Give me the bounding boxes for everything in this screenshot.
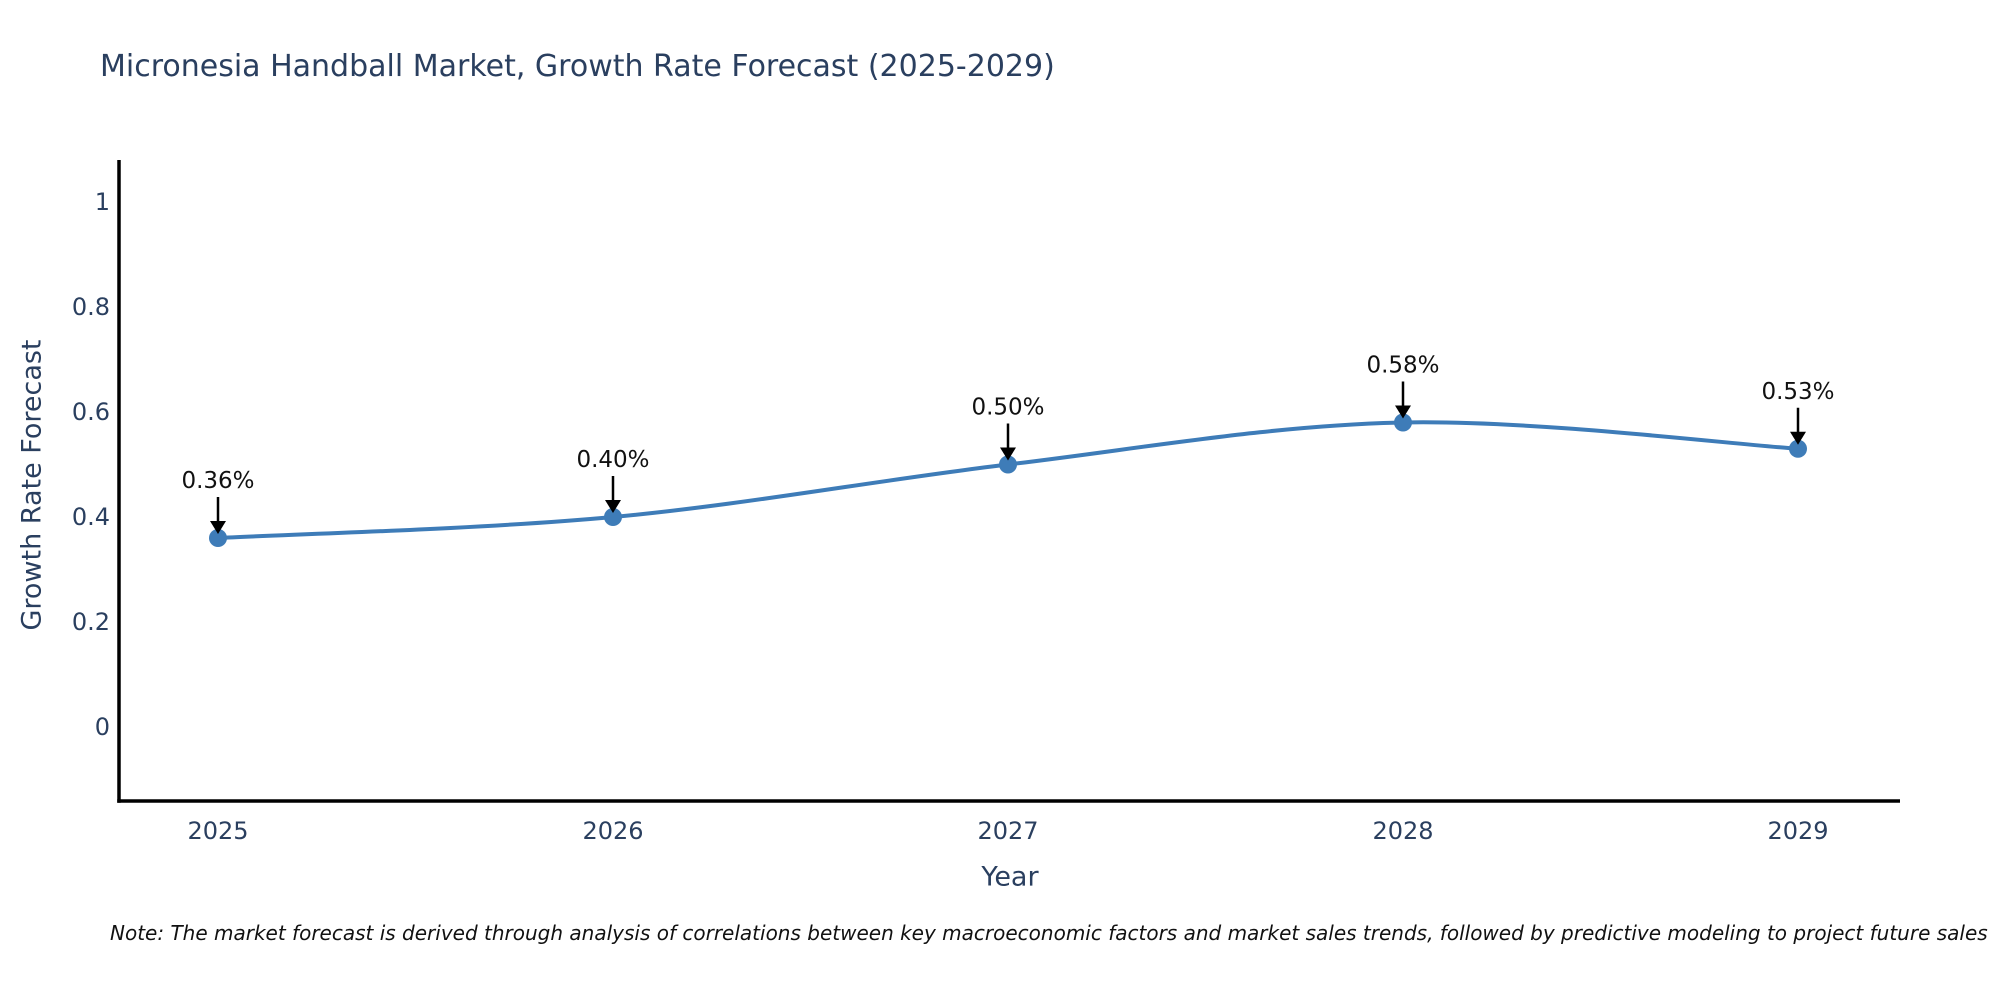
y-tick-label: 0.8	[72, 293, 110, 321]
data-point-marker	[604, 508, 622, 526]
annotation-arrowhead	[1000, 447, 1016, 461]
chart-title: Micronesia Handball Market, Growth Rate …	[100, 49, 1055, 84]
y-tick-label: 0.2	[72, 608, 110, 636]
data-point-marker	[1789, 439, 1807, 458]
annotation-arrowhead	[1395, 405, 1411, 419]
x-axis-title: Year	[981, 861, 1039, 893]
x-tick-label: 2026	[582, 817, 643, 845]
annotation-label: 0.53%	[1761, 379, 1834, 405]
annotation-label: 0.50%	[971, 395, 1044, 421]
x-tick-label: 2027	[977, 817, 1038, 845]
annotation-arrowhead	[210, 521, 226, 534]
y-tick-label: 0.4	[72, 503, 110, 531]
x-tick-label: 2028	[1372, 817, 1433, 845]
footnote: Note: The market forecast is derived thr…	[110, 921, 1988, 945]
data-point-marker	[1394, 413, 1412, 432]
y-tick-label: 0	[95, 713, 110, 741]
annotation-label: 0.36%	[181, 468, 254, 494]
y-tick-label: 1	[95, 188, 110, 216]
y-tick-label: 0.6	[72, 398, 110, 426]
data-point-marker	[209, 529, 227, 547]
annotation-arrowhead	[605, 500, 621, 513]
x-tick-label: 2025	[187, 817, 248, 845]
x-tick-label: 2029	[1767, 817, 1828, 845]
annotation-label: 0.58%	[1366, 353, 1439, 379]
data-point-marker	[999, 455, 1017, 474]
annotation-label: 0.40%	[576, 447, 649, 473]
annotation-arrowhead	[1790, 431, 1806, 445]
